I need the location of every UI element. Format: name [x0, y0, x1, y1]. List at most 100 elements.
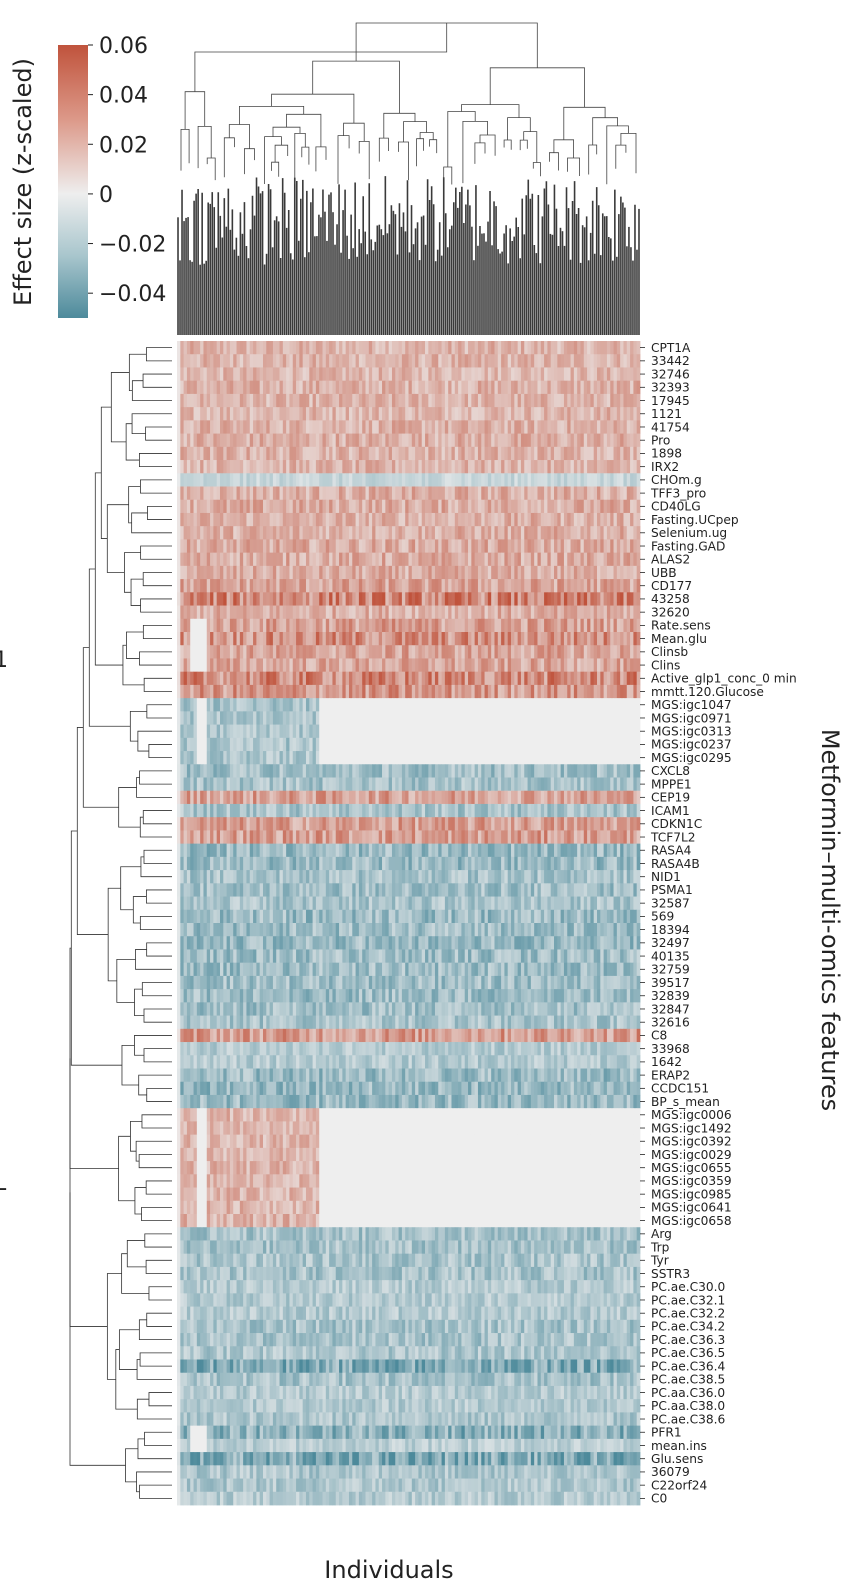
- heatmap-cell: [223, 645, 227, 659]
- heatmap-cell: [207, 381, 211, 395]
- heatmap-cell: [554, 619, 558, 633]
- heatmap-cell: [263, 672, 267, 686]
- heatmap-cell: [501, 341, 505, 355]
- heatmap-cell: [289, 592, 293, 606]
- heatmap-cell: [263, 711, 267, 725]
- heatmap-cell: [372, 672, 376, 686]
- heatmap-cell: [213, 354, 217, 368]
- heatmap-cell: [319, 341, 323, 355]
- heatmap-cell: [478, 764, 482, 778]
- heatmap-cell: [620, 685, 624, 699]
- heatmap-cell: [379, 460, 383, 474]
- heatmap-cell: [379, 606, 383, 620]
- heatmap-cell: [418, 645, 422, 659]
- heatmap-cell: [554, 658, 558, 672]
- heatmap-cell: [223, 513, 227, 527]
- heatmap-cell: [501, 751, 505, 765]
- row-dendrogram-link: [135, 1188, 146, 1214]
- heatmap-cell: [263, 658, 267, 672]
- heatmap-cell: [246, 592, 250, 606]
- heatmap-cell: [366, 434, 370, 448]
- heatmap-cell: [541, 473, 545, 487]
- heatmap-cell: [303, 711, 307, 725]
- heatmap-row: [177, 420, 640, 434]
- heatmap-cell: [534, 566, 538, 580]
- heatmap-cell: [564, 434, 568, 448]
- heatmap-cell: [266, 407, 270, 421]
- heatmap-cell: [366, 473, 370, 487]
- heatmap-cell: [230, 526, 234, 540]
- heatmap-cell: [514, 645, 518, 659]
- heatmap-cell: [296, 645, 300, 659]
- heatmap-cell: [270, 725, 274, 739]
- heatmap-cell: [557, 672, 561, 686]
- heatmap-cell: [273, 460, 277, 474]
- heatmap-cell: [574, 460, 578, 474]
- heatmap-cell: [504, 592, 508, 606]
- heatmap-cell: [541, 500, 545, 514]
- heatmap-cell: [207, 658, 211, 672]
- heatmap-cell: [366, 645, 370, 659]
- heatmap-cell: [392, 672, 396, 686]
- heatmap-cell: [461, 645, 465, 659]
- heatmap-cell: [194, 645, 198, 659]
- heatmap-cell: [409, 738, 413, 752]
- heatmap-cell: [240, 764, 244, 778]
- heatmap-cell: [448, 407, 452, 421]
- heatmap-cell: [524, 751, 528, 765]
- heatmap-cell: [617, 592, 621, 606]
- heatmap-cell: [534, 434, 538, 448]
- heatmap-cell: [438, 381, 442, 395]
- heatmap-cell: [283, 566, 287, 580]
- heatmap-cell: [197, 447, 201, 461]
- heatmap-cell: [329, 645, 333, 659]
- heatmap-cell: [554, 592, 558, 606]
- heatmap-cell: [468, 592, 472, 606]
- heatmap-cell: [203, 764, 207, 778]
- heatmap-cell: [571, 407, 575, 421]
- heatmap-cell: [326, 606, 330, 620]
- heatmap-cell: [412, 526, 416, 540]
- heatmap-cell: [627, 526, 631, 540]
- heatmap-cell: [276, 341, 280, 355]
- heatmap-cell: [594, 407, 598, 421]
- heatmap-cell: [415, 645, 419, 659]
- heatmap-cell: [243, 711, 247, 725]
- heatmap-cell: [375, 473, 379, 487]
- heatmap-cell: [217, 685, 221, 699]
- heatmap-cell: [409, 592, 413, 606]
- heatmap-cell: [382, 685, 386, 699]
- heatmap-cell: [557, 725, 561, 739]
- heatmap-cell: [580, 473, 584, 487]
- heatmap-cell: [451, 341, 455, 355]
- heatmap-cell: [580, 500, 584, 514]
- heatmap-cell: [180, 341, 184, 355]
- heatmap-cell: [445, 460, 449, 474]
- heatmap-cell: [541, 460, 545, 474]
- heatmap-cell: [392, 381, 396, 395]
- heatmap-cell: [458, 698, 462, 712]
- heatmap-cell: [382, 341, 386, 355]
- heatmap-cell: [630, 592, 634, 606]
- heatmap-cell: [451, 738, 455, 752]
- heatmap-cell: [299, 420, 303, 434]
- heatmap-cell: [237, 672, 241, 686]
- heatmap-cell: [468, 434, 472, 448]
- heatmap-cell: [425, 672, 429, 686]
- heatmap-cell: [458, 354, 462, 368]
- heatmap-cell: [273, 553, 277, 567]
- heatmap-cell: [405, 579, 409, 593]
- heatmap-cell: [382, 539, 386, 553]
- heatmap-cell: [233, 725, 237, 739]
- heatmap-cell: [531, 539, 535, 553]
- heatmap-cell: [256, 606, 260, 620]
- heatmap-cell: [280, 394, 284, 408]
- row-dendrogram-link: [137, 1472, 172, 1492]
- heatmap-cell: [432, 672, 436, 686]
- heatmap-cell: [607, 434, 611, 448]
- heatmap-cell: [481, 645, 485, 659]
- heatmap-cell: [627, 420, 631, 434]
- heatmap-cell: [372, 381, 376, 395]
- heatmap-cell: [273, 420, 277, 434]
- heatmap-cell: [514, 606, 518, 620]
